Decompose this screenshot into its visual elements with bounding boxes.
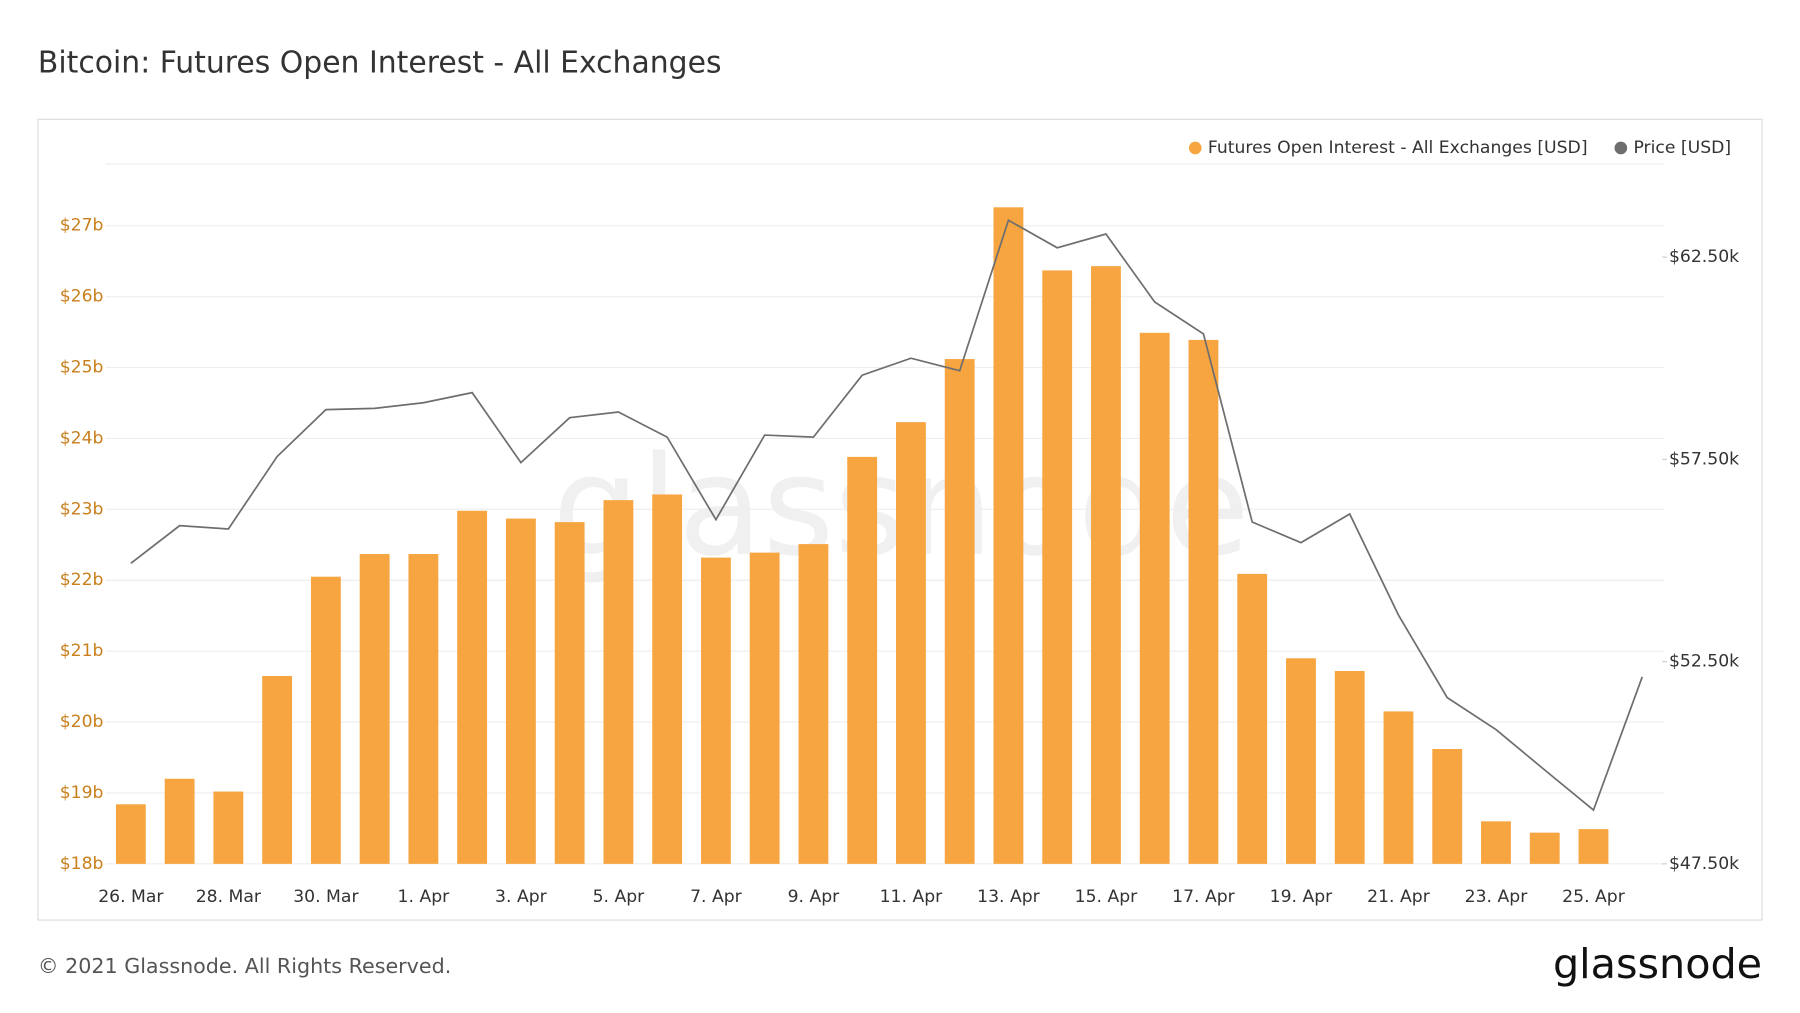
y2-tick-label: $62.50k [1669,247,1739,267]
bar [1139,332,1170,864]
footer: © 2021 Glassnode. All Rights Reserved. [38,954,451,978]
bar [652,494,683,864]
bar [896,422,926,864]
logo: glassnode [1553,940,1762,988]
legend-marker [1188,141,1202,155]
x-tick-label: 11. Apr [880,887,944,907]
bar [1286,658,1316,864]
price-line [130,219,1644,812]
y2-tick-label: $52.50k [1669,652,1739,672]
x-tick-label: 1. Apr [398,887,451,907]
x-tick-label: 7. Apr [690,887,743,907]
bar [603,500,634,864]
bar [213,791,244,864]
x-tick-label: 26. Mar [98,887,164,907]
x-tick-label: 30. Mar [293,887,359,907]
y-tick-label: $20b [60,712,104,732]
plot-frame [37,118,1763,921]
bar [262,675,293,864]
legend-marker [1614,141,1628,155]
bar [798,544,829,864]
y-tick-label: $23b [60,499,104,519]
bar [1529,832,1560,864]
bar [164,778,195,864]
bar [115,804,146,864]
x-tick-label: 15. Apr [1075,887,1139,907]
x-tick-label: 23. Apr [1465,887,1529,907]
x-tick-label: 13. Apr [977,887,1041,907]
y-tick-label: $18b [60,854,104,874]
x-tick-label: 28. Mar [196,887,262,907]
x-tick-label: 3. Apr [495,887,548,907]
x-tick-label: 17. Apr [1172,887,1236,907]
bar [408,554,439,864]
bar [993,207,1024,864]
bar [1091,266,1121,864]
x-tick-label: 21. Apr [1367,887,1431,907]
y-tick-label: $27b [60,216,104,236]
bar [1334,671,1365,864]
bar [1578,829,1609,864]
y2-tick-label: $57.50k [1669,449,1739,469]
bar [1188,339,1219,864]
legend-label: Futures Open Interest - All Exchanges [U… [1208,138,1588,158]
x-tick-label: 5. Apr [593,887,646,907]
legend-label: Price [USD] [1633,138,1731,158]
bar [944,359,975,864]
bar [310,576,341,864]
bar [1042,270,1073,864]
bar [700,557,731,864]
bar [554,522,585,864]
bar [1383,711,1414,864]
y-tick-label: $24b [60,428,104,448]
bar [1237,573,1268,864]
x-tick-label: 19. Apr [1270,887,1334,907]
y-tick-label: $19b [60,783,104,803]
bar [359,554,390,864]
y2-tick-label: $47.50k [1669,854,1739,874]
bar [1432,748,1463,864]
bar [505,518,536,864]
y-tick-label: $26b [60,287,104,307]
bar [749,552,780,864]
chart-title: Bitcoin: Futures Open Interest - All Exc… [38,46,722,81]
y-tick-label: $25b [60,358,104,378]
y-tick-label: $21b [60,641,104,661]
bar [457,510,488,864]
x-tick-label: 9. Apr [788,887,841,907]
y-tick-label: $22b [60,570,104,590]
bar [1481,821,1511,864]
x-tick-label: 25. Apr [1562,887,1626,907]
bar [847,456,878,864]
